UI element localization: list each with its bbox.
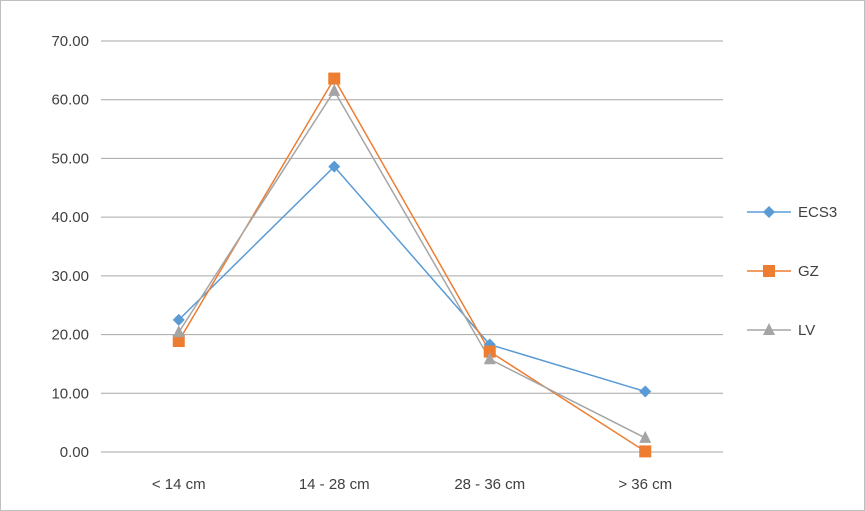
series-markers <box>172 72 652 458</box>
legend-marker-ecs3 <box>763 206 775 218</box>
y-tick-label: 0.00 <box>60 444 89 461</box>
legend-label-ecs3: ECS3 <box>798 204 837 221</box>
y-tick-label: 50.00 <box>51 150 89 167</box>
series-line-ecs3 <box>178 165 646 393</box>
data-point-ecs3 <box>328 160 341 173</box>
y-tick-label: 30.00 <box>51 268 89 285</box>
legend-label-gz: GZ <box>798 263 819 280</box>
x-tick-label: 14 - 28 cm <box>299 476 370 493</box>
y-axis-tick-labels: 0.00 10.00 20.00 30.00 40.00 50.00 60.00 70.00 <box>51 33 89 461</box>
legend-label-lv: LV <box>798 322 815 339</box>
legend: ECS3 GZ LV <box>747 204 837 339</box>
data-point-lv <box>483 352 496 365</box>
x-tick-label: 28 - 36 cm <box>454 476 525 493</box>
data-point-lv <box>328 83 341 96</box>
gridlines <box>101 40 723 453</box>
data-point-gz <box>328 72 341 85</box>
series-line-lv <box>178 89 646 439</box>
y-tick-label: 20.00 <box>51 327 89 344</box>
data-point-ecs3 <box>172 313 185 326</box>
series-line-gz <box>178 77 646 453</box>
y-tick-label: 40.00 <box>51 209 89 226</box>
y-tick-label: 70.00 <box>51 33 89 50</box>
data-point-gz <box>172 335 185 348</box>
data-point-lv <box>172 325 185 338</box>
x-axis-tick-labels: < 14 cm 14 - 28 cm 28 - 36 cm > 36 cm <box>152 476 672 493</box>
legend-marker-gz <box>763 265 775 277</box>
x-tick-label: > 36 cm <box>618 476 672 493</box>
series-lines <box>178 77 646 453</box>
data-point-gz <box>483 345 496 358</box>
legend-marker-lv <box>763 323 775 335</box>
y-tick-label: 60.00 <box>51 92 89 109</box>
y-tick-label: 10.00 <box>51 385 89 402</box>
data-point-gz <box>639 445 652 458</box>
data-point-ecs3 <box>639 385 652 398</box>
x-tick-label: < 14 cm <box>152 476 206 493</box>
data-point-lv <box>639 430 652 443</box>
